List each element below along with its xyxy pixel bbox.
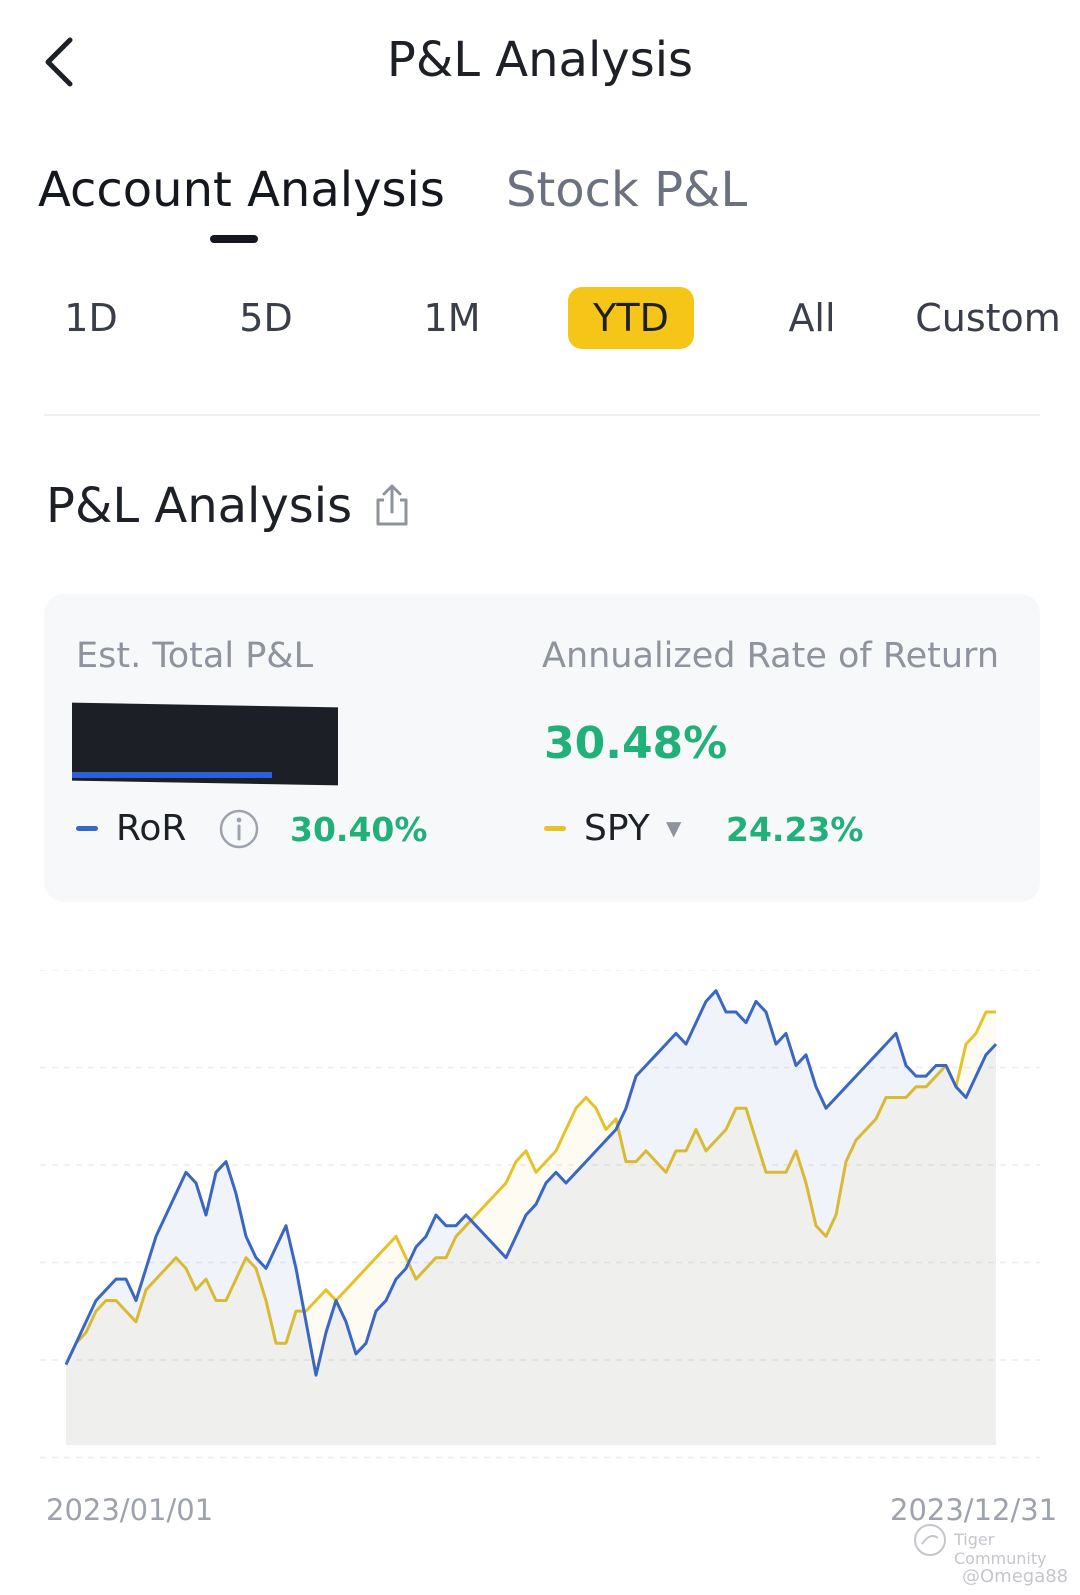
spy-legend-label[interactable]: SPY [584,808,650,849]
range-1d[interactable]: 1D [64,296,118,340]
ror-legend-label: RoR [116,808,187,849]
range-1m[interactable]: 1M [423,296,481,340]
info-icon[interactable] [218,808,260,850]
range-5d[interactable]: 5D [239,296,293,340]
spy-legend-swatch [544,826,566,831]
spy-value: 24.23% [726,810,864,849]
range-custom[interactable]: Custom [915,296,1061,340]
x-axis-end-label: 2023/12/31 [890,1493,1058,1527]
divider [44,414,1040,416]
x-axis-start-label: 2023/01/01 [46,1493,214,1527]
redaction-mark [72,772,272,778]
annualized-value: 30.48% [544,718,728,769]
page-title: P&L Analysis [386,32,694,88]
active-tab-indicator [210,235,258,243]
range-ytd[interactable]: YTD [568,287,694,349]
section-title: P&L Analysis [46,478,353,534]
tab-stock-pl[interactable]: Stock P&L [506,162,748,218]
series-line-ror [64,989,998,1377]
area-ror [66,990,996,1445]
series-line-spy [64,1010,996,1366]
ror-legend-swatch [76,826,98,831]
area-spy [66,1012,996,1445]
tab-account-analysis[interactable]: Account Analysis [38,162,445,218]
annualized-label: Annualized Rate of Return [542,636,1000,676]
watermark-brand: Tiger Community [954,1530,1047,1568]
ror-value: 30.40% [290,810,428,849]
tiger-logo-icon [914,1524,946,1556]
watermark-user: @Omega88 [962,1566,1069,1587]
caret-down-icon[interactable]: ▼ [666,816,682,840]
range-all[interactable]: All [788,296,836,340]
share-icon[interactable] [372,482,412,528]
total-pl-label: Est. Total P&L [76,636,314,676]
pl-line-chart [40,970,1040,1459]
back-chevron-icon[interactable] [30,28,90,98]
